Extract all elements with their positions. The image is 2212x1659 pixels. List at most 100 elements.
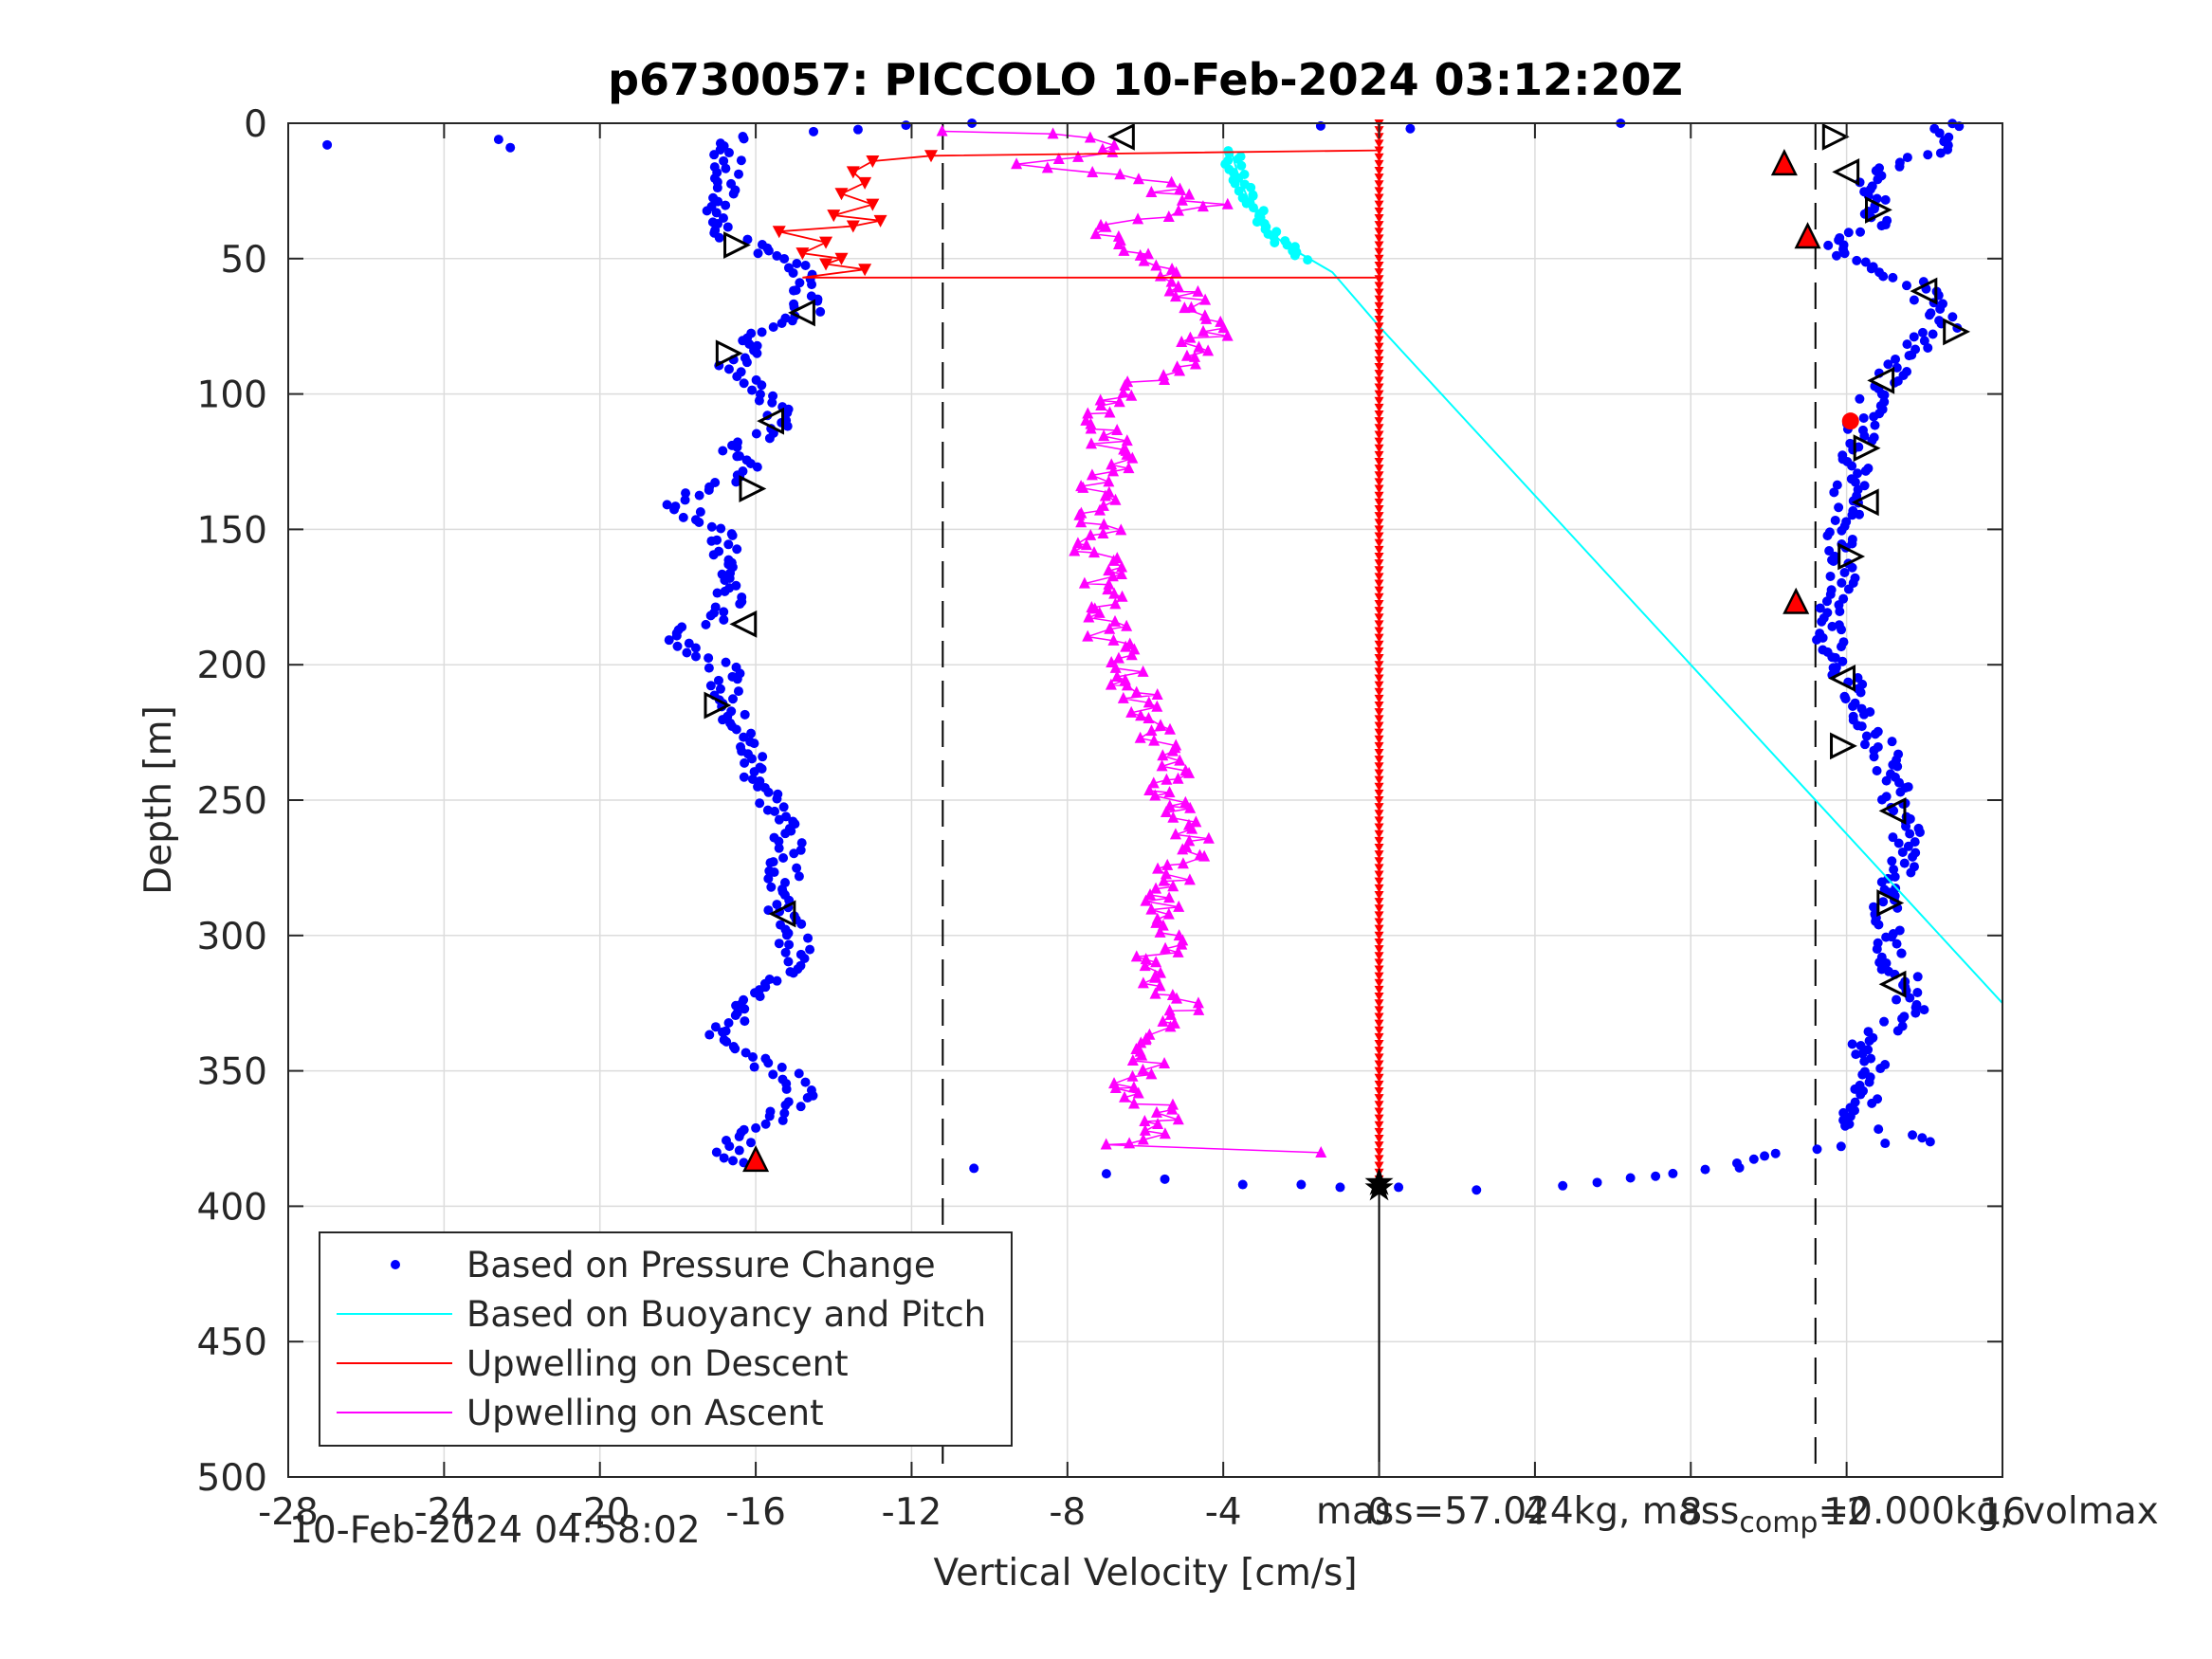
upwelling-ascent-point [1104, 406, 1116, 418]
pressure-change-point [664, 635, 674, 646]
triangle-marker [715, 339, 743, 368]
upwelling-ascent-point [1084, 131, 1096, 143]
pressure-change-point [1856, 687, 1866, 698]
pressure-change-point [720, 574, 730, 585]
upwelling-ascent-point [1117, 386, 1129, 398]
buoyancy-pitch-point [1246, 182, 1256, 192]
y-tick-label: 450 [197, 1322, 267, 1364]
upwelling-ascent-point [1085, 422, 1097, 434]
upwelling-ascent-point [1184, 801, 1197, 813]
upwelling-descent-point [1374, 810, 1384, 819]
upwelling-descent-point [1374, 830, 1384, 839]
pressure-change-point [1592, 1177, 1602, 1188]
upwelling-descent-point [1374, 972, 1384, 981]
pressure-change-point [322, 139, 333, 150]
pressure-change-point [1872, 944, 1882, 955]
upwelling-descent-point [1374, 139, 1384, 149]
pressure-change-point [1847, 510, 1857, 520]
pressure-change-point [805, 944, 815, 955]
upwelling-ascent-point [1123, 462, 1135, 474]
triangle-marker [1943, 318, 1971, 346]
pressure-change-point [1905, 993, 1915, 1003]
upwelling-ascent-point [1011, 157, 1023, 170]
pressure-change-point [1840, 1121, 1851, 1131]
pressure-change-point [728, 189, 739, 199]
pressure-change-point [1894, 161, 1905, 172]
upwelling-descent-point [1374, 268, 1384, 278]
pressure-change-point [1919, 336, 1929, 346]
upwelling-ascent-point [1166, 744, 1179, 757]
pressure-change-point [711, 1147, 722, 1158]
pressure-change-point [1908, 851, 1918, 862]
triangle-marker [1837, 542, 1866, 571]
pressure-change-point [1838, 1107, 1849, 1118]
pressure-change-point [1910, 1008, 1921, 1018]
pressure-change-point [1914, 827, 1925, 837]
pressure-change-point [1815, 603, 1825, 613]
pressure-change-point [732, 372, 742, 382]
upwelling-ascent-point [1075, 516, 1088, 528]
pressure-change-point [1851, 1049, 1861, 1060]
pressure-change-point [1237, 1179, 1248, 1190]
upwelling-ascent-point [1125, 389, 1138, 401]
upwelling-ascent-point [1166, 1098, 1179, 1110]
pressure-change-point [1847, 461, 1857, 471]
upwelling-descent-point [1374, 1155, 1384, 1164]
pressure-change-point [788, 267, 798, 278]
pressure-change-point [730, 1011, 740, 1021]
upwelling-descent-point [1374, 890, 1384, 900]
upwelling-ascent-point [1107, 633, 1120, 646]
legend-label: Based on Pressure Change [466, 1245, 936, 1285]
pressure-change-point [1912, 987, 1923, 997]
y-axis-label: Depth [m] [137, 705, 180, 895]
upwelling-ascent-point [1103, 475, 1115, 487]
upwelling-descent-point [1374, 769, 1384, 778]
triangle-marker [1865, 195, 1892, 224]
red-triangle-marker [742, 1145, 770, 1173]
pressure-change-point [1875, 1064, 1886, 1074]
pressure-change-point [1812, 1144, 1822, 1155]
triangle-marker [729, 610, 758, 638]
pressure-change-point [747, 754, 758, 764]
pressure-change-point [794, 871, 804, 882]
upwelling-ascent-point [1145, 724, 1158, 737]
upwelling-descent-point [1374, 782, 1384, 792]
upwelling-descent-point [827, 210, 841, 223]
upwelling-descent-point [858, 176, 872, 190]
pressure-change-point [789, 848, 799, 859]
pressure-change-point [1857, 1069, 1868, 1080]
pressure-change-point [782, 421, 793, 431]
pressure-change-point [740, 1048, 751, 1058]
pressure-change-point [969, 1163, 979, 1174]
pressure-change-point [1822, 530, 1833, 540]
pressure-change-point [708, 550, 719, 560]
pressure-change-point [763, 905, 774, 916]
upwelling-ascent-point [1200, 312, 1213, 324]
pressure-change-point [718, 715, 728, 725]
upwelling-descent-point [1374, 200, 1384, 210]
upwelling-ascent-point [1155, 719, 1167, 731]
upwelling-ascent-point [1109, 614, 1121, 627]
x-tick-label: 0 [1367, 1491, 1391, 1534]
upwelling-ascent-point [1125, 705, 1138, 718]
pressure-change-point [1902, 153, 1912, 163]
pressure-change-point [770, 806, 780, 816]
upwelling-descent-point [1374, 153, 1384, 162]
upwelling-descent-point [1374, 1053, 1384, 1063]
pressure-change-point [702, 206, 712, 216]
pressure-change-point [1892, 994, 1902, 1005]
buoyancy-pitch-point [1236, 160, 1247, 171]
pressure-change-point [704, 484, 714, 495]
upwelling-ascent-point [1115, 567, 1127, 579]
upwelling-ascent-point [1111, 670, 1124, 683]
pressure-change-point [1934, 128, 1945, 138]
upwelling-descent-point [1374, 471, 1384, 481]
pressure-change-point [757, 763, 767, 774]
pressure-change-point [1837, 577, 1847, 588]
upwelling-ascent-point [1160, 806, 1172, 818]
upwelling-descent-point [1374, 1060, 1384, 1069]
x-tick-label: -28 [258, 1491, 319, 1534]
legend: Based on Pressure Change Based on Buoyanc… [319, 1231, 1013, 1447]
x-tick-label: -8 [1049, 1491, 1086, 1534]
upwelling-ascent-point [1126, 1069, 1139, 1082]
